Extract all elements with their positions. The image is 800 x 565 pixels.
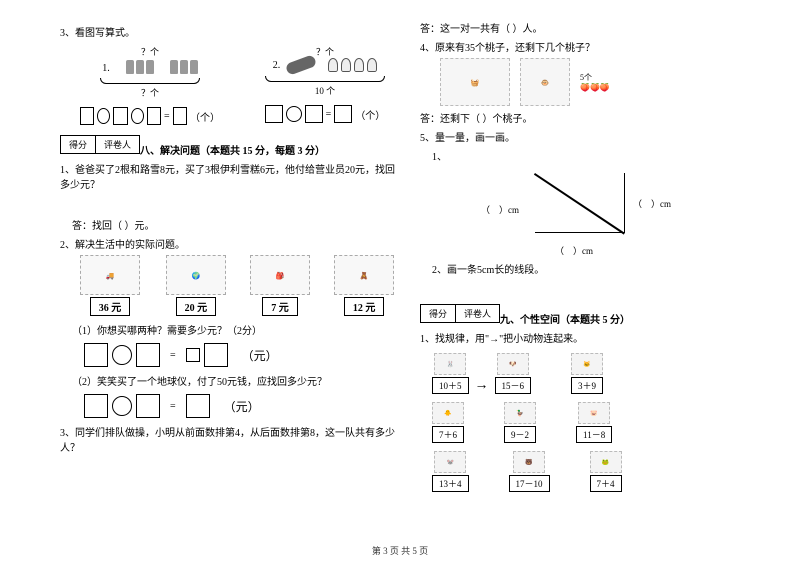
s8-q2: 2、解决生活中的实际问题。 xyxy=(60,236,400,251)
calc-2-2: 9－2 xyxy=(504,426,536,443)
calc-1-3: 3＋9 xyxy=(571,377,603,394)
price-3: 7 元 xyxy=(262,297,298,316)
items-row: 🚚 36 元 🌍 20 元 🎒 7 元 🧸 12 元 xyxy=(74,255,400,316)
r-q5-1: 1、 xyxy=(432,148,740,163)
score-cell-2: 评卷人 xyxy=(96,135,140,154)
cm-3: cm xyxy=(582,246,593,256)
unit-yuan-1: （元） xyxy=(242,347,278,364)
peach-figure: 🧺 🐵 5个 🍑🍑🍑 xyxy=(440,58,740,106)
cups-group-2 xyxy=(170,60,198,74)
brace-1 xyxy=(100,78,200,84)
r-q4: 4、原来有35个桃子，还剩下几个桃子？ xyxy=(420,39,740,54)
calc-1-2: 15－6 xyxy=(495,377,532,394)
calc-3-1: 13＋4 xyxy=(432,475,469,492)
animals-row-3: 🐭 13＋4 🐻 17－10 🐸 7＋4 xyxy=(432,451,740,492)
animal-icon: 🐷 xyxy=(578,402,610,424)
r-ans-top: 答：这一对一共有（ ）人。 xyxy=(420,20,740,35)
triangle-figure: （ ）cm （ ）cm （ ）cm xyxy=(525,173,635,243)
calc-2-1: 7＋6 xyxy=(432,426,464,443)
peaches-icon: 🍑🍑🍑 xyxy=(580,83,610,92)
eq-row-1: = （元） xyxy=(84,343,400,367)
basket-icon: 🧺 xyxy=(440,58,510,106)
unit-ge-1: （个） xyxy=(190,109,220,124)
tube-icon xyxy=(285,54,317,76)
worksheet-page: 3、看图写算式。 ？个 1. ？个 = xyxy=(60,20,740,515)
r-q5: 5、量一量，画一画。 xyxy=(420,129,740,144)
arrow-icon: → xyxy=(475,378,489,394)
q3-sub2: ？个 2. 10 个 = （个） xyxy=(250,45,400,125)
unit-ge-2: （个） xyxy=(355,107,385,122)
q3-sub2-equation: = （个） xyxy=(250,105,400,123)
shuttlecocks xyxy=(328,58,377,72)
cm-1: cm xyxy=(660,199,671,209)
monkey-icon: 🐵 xyxy=(520,58,570,106)
s8-a1: 答：找回（ ）元。 xyxy=(72,217,400,232)
score-cell-r2: 评卷人 xyxy=(456,304,500,323)
s8-q2-2: （2）笑笑买了一个地球仪，付了50元钱，应找回多少元？ xyxy=(72,373,400,388)
toy-icon: 🧸 xyxy=(334,255,394,295)
animal-icon: 🐻 xyxy=(513,451,545,473)
item-4: 🧸 12 元 xyxy=(328,255,400,316)
animal-icon: 🐰 xyxy=(434,353,466,375)
section8-title: 八、解决问题（本题共 15 分，每题 3 分） xyxy=(140,142,400,157)
r-a4: 答：还剩下（ ）个桃子。 xyxy=(420,110,740,125)
q3-sub2-num: 2. xyxy=(273,60,281,71)
calc-2-3: 11－8 xyxy=(576,426,612,443)
peach-label: 5个 xyxy=(580,72,610,83)
price-2: 20 元 xyxy=(176,297,217,316)
s9-q1: 1、找规律，用"→"把小动物连起来。 xyxy=(420,330,740,345)
truck-icon: 🚚 xyxy=(80,255,140,295)
calc-3-3: 7＋4 xyxy=(590,475,622,492)
price-4: 12 元 xyxy=(344,297,385,316)
eq-row-2: = （元） xyxy=(84,394,400,418)
animal-icon: 🐭 xyxy=(434,451,466,473)
animal-icon: 🐱 xyxy=(571,353,603,375)
brace-2 xyxy=(265,76,385,82)
globe-icon: 🌍 xyxy=(166,255,226,295)
right-column: 答：这一对一共有（ ）人。 4、原来有35个桃子，还剩下几个桃子？ 🧺 🐵 5个… xyxy=(420,20,740,515)
left-column: 3、看图写算式。 ？个 1. ？个 = xyxy=(60,20,400,515)
q3-title: 3、看图写算式。 xyxy=(60,24,400,39)
q3-sub1-equation: = （个） xyxy=(80,107,220,125)
calc-1-1: 10＋5 xyxy=(432,377,469,394)
q3-sub1-top-unknown: ？个 xyxy=(80,45,220,58)
page-footer: 第 3 页 共 5 页 xyxy=(0,544,800,557)
item-2: 🌍 20 元 xyxy=(160,255,232,316)
score-cell-1: 得分 xyxy=(60,135,96,154)
animal-icon: 🦆 xyxy=(504,402,536,424)
animal-icon: 🐸 xyxy=(590,451,622,473)
q3-sub1: ？个 1. ？个 = （个） xyxy=(80,45,220,125)
animal-icon: 🐶 xyxy=(497,353,529,375)
cups-group-1 xyxy=(126,60,154,74)
score-cell-r1: 得分 xyxy=(420,304,456,323)
bag-icon: 🎒 xyxy=(250,255,310,295)
q3-figures: ？个 1. ？个 = （个） xyxy=(80,45,400,125)
s8-q2-1: （1）你想买哪两种？需要多少元？（2分） xyxy=(72,322,400,337)
cm-2: cm xyxy=(508,205,519,215)
q3-sub2-unknown: ？个 xyxy=(250,45,400,58)
s8-q3: 3、同学们排队做操，小明从前面数排第4，从后面数排第8，这一队共有多少人？ xyxy=(60,424,400,454)
animals-row-2: 🐥 7＋6 🦆 9－2 🐷 11－8 xyxy=(432,402,740,443)
q3-sub1-num: 1. xyxy=(102,63,110,74)
unit-yuan-2: （元） xyxy=(224,398,260,415)
section9-title: 九、个性空间（本题共 5 分） xyxy=(500,311,740,326)
animals-row-1: 🐰 10＋5 → 🐶 15－6 🐱 3＋9 xyxy=(432,353,740,394)
item-1: 🚚 36 元 xyxy=(74,255,146,316)
r-q5-2: 2、画一条5cm长的线段。 xyxy=(432,261,740,276)
price-1: 36 元 xyxy=(90,297,131,316)
q3-sub2-count: 10 个 xyxy=(250,84,400,97)
animal-icon: 🐥 xyxy=(432,402,464,424)
calc-3-2: 17－10 xyxy=(509,475,550,492)
q3-sub1-bottom-unknown: ？个 xyxy=(80,86,220,99)
item-3: 🎒 7 元 xyxy=(246,255,314,316)
s8-q1: 1、爸爸买了2根和路雪8元，买了3根伊利雪糕6元，他付给营业员20元，找回多少元… xyxy=(60,161,400,191)
